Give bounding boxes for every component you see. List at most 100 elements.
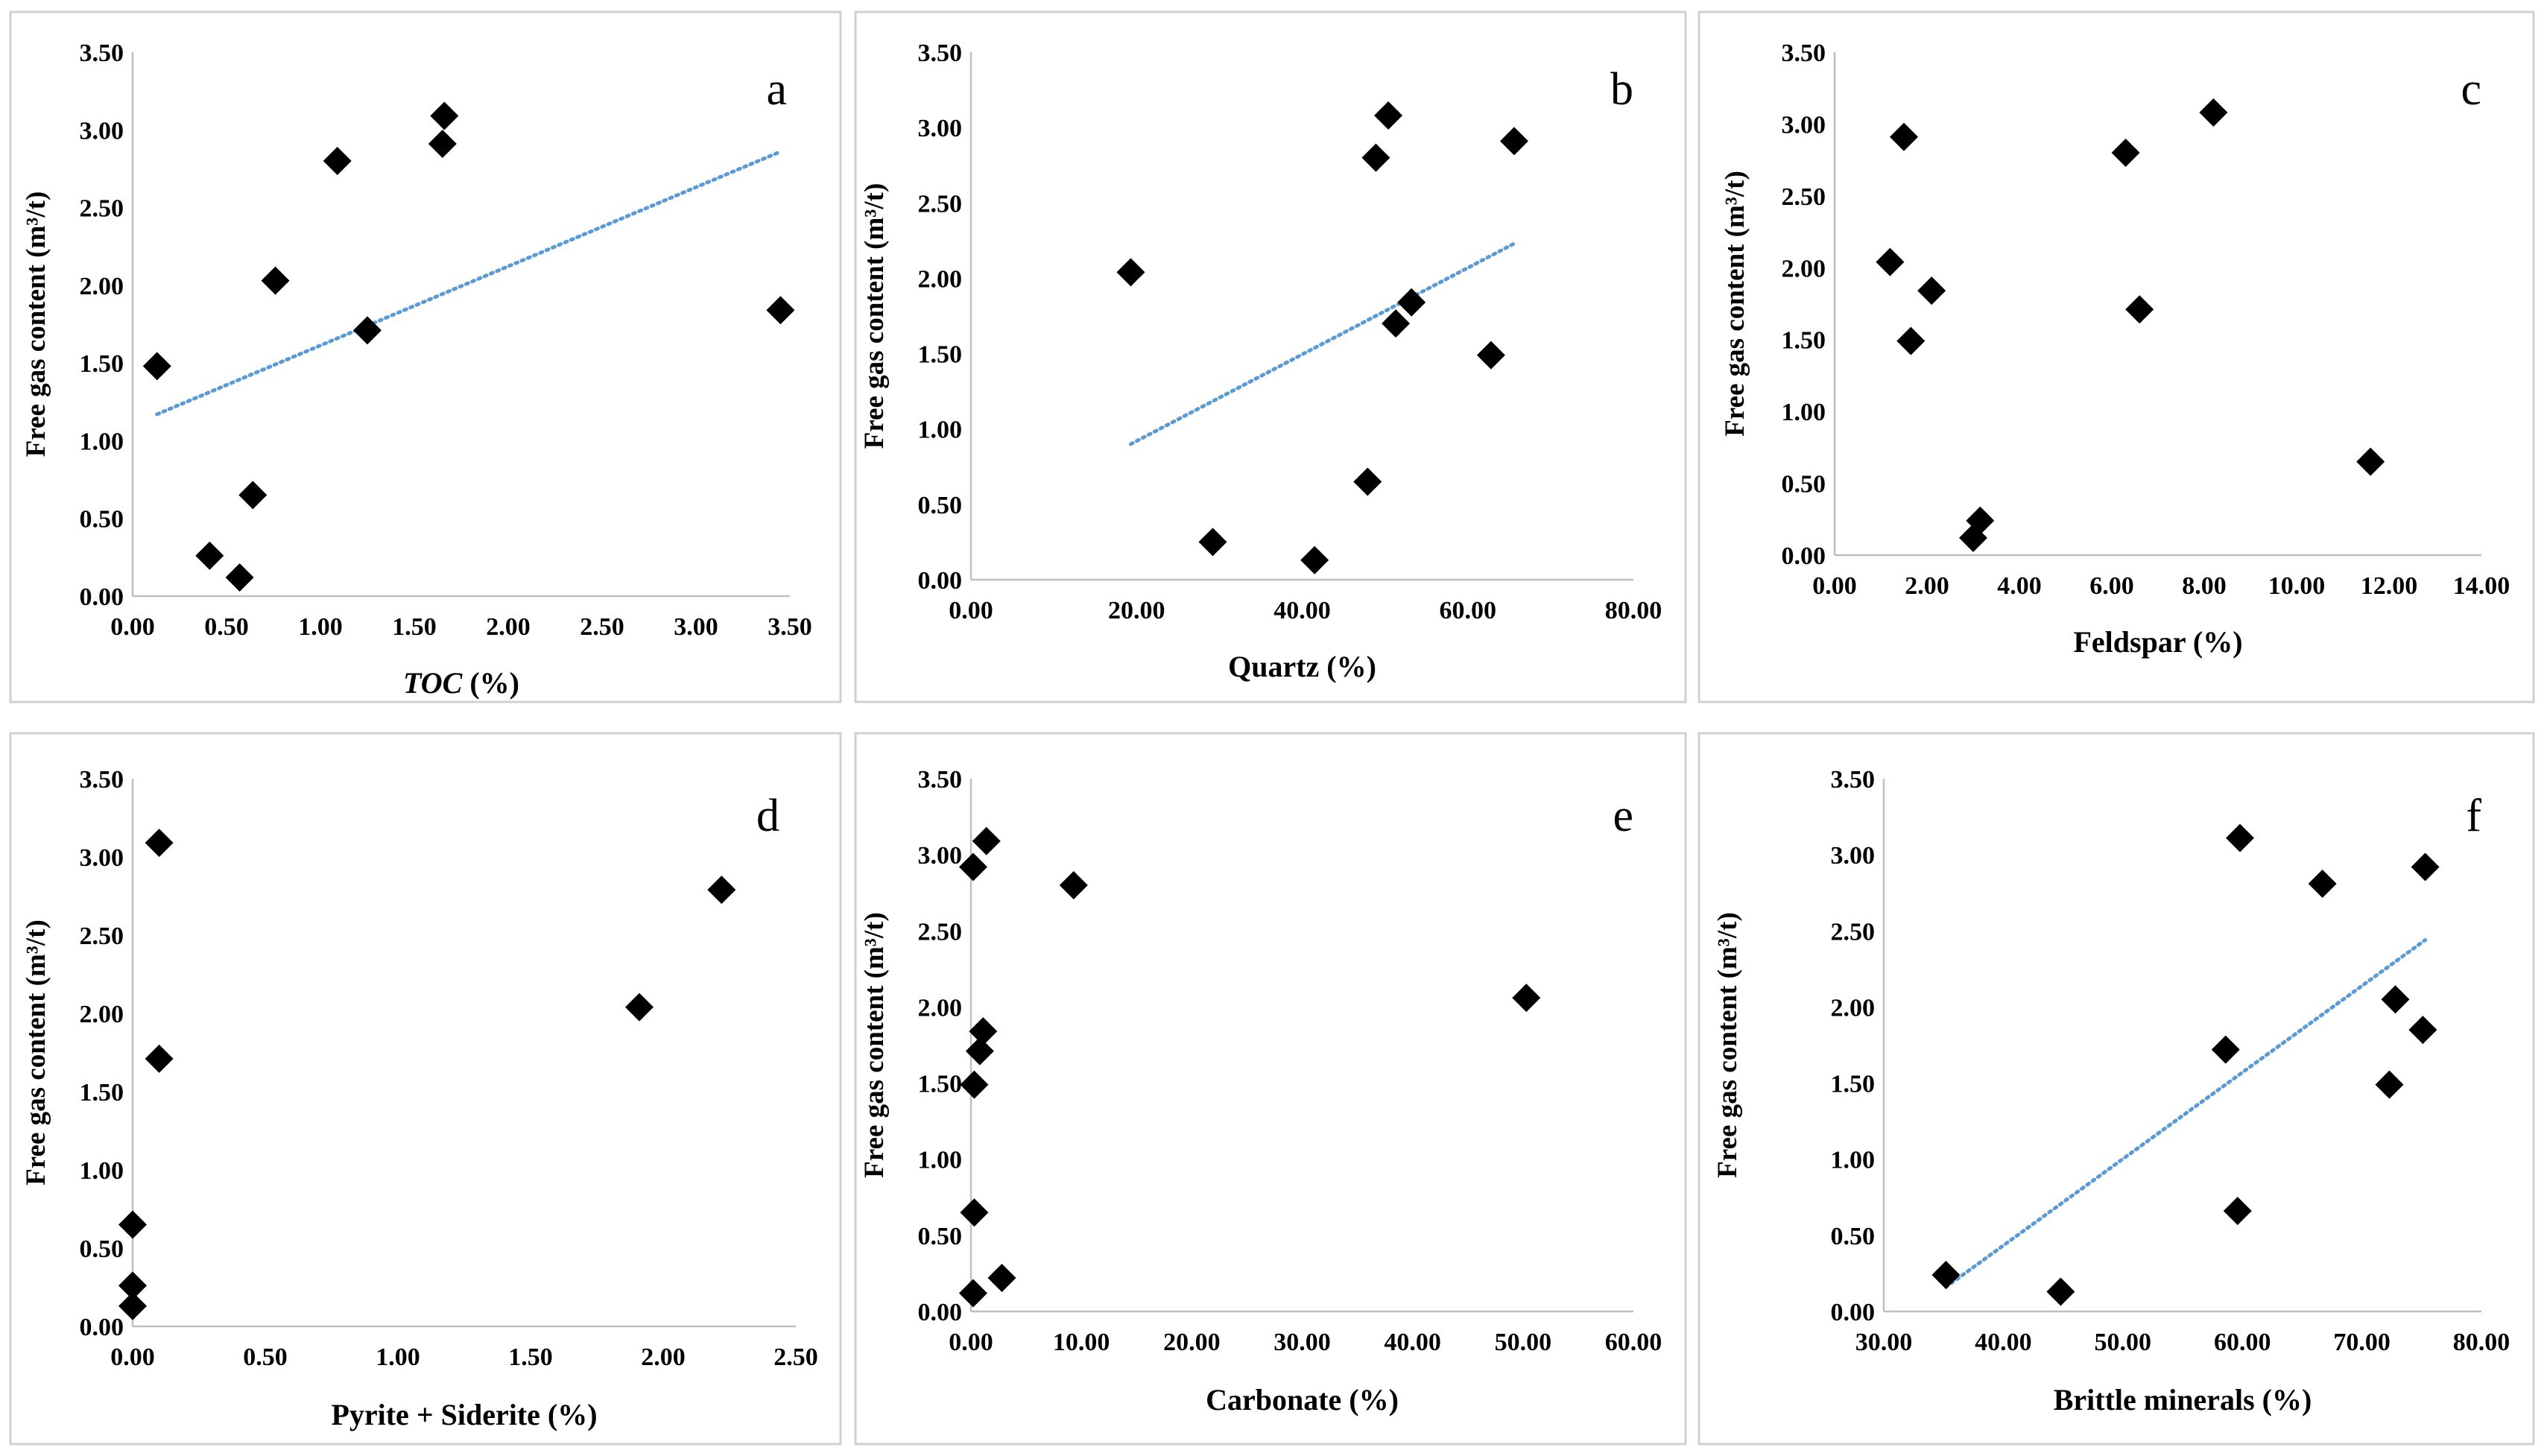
y-tick-label: 0.50 [1782, 471, 1826, 498]
x-tick-label: 60.00 [1440, 597, 1497, 624]
x-tick-label: 12.00 [2361, 572, 2418, 600]
data-point [1300, 545, 1329, 575]
y-tick-label: 3.50 [80, 39, 124, 67]
data-point [1512, 984, 1541, 1013]
x-tick-label: 20.00 [1163, 1329, 1221, 1356]
x-tick-label: 40.00 [1384, 1329, 1441, 1356]
y-tick-label: 3.50 [918, 39, 963, 67]
x-tick-label: 2.50 [580, 613, 624, 641]
x-tick-label: 3.00 [674, 613, 718, 641]
y-tick-label: 0.50 [80, 506, 124, 534]
x-tick-label: 0.50 [204, 613, 249, 641]
data-point [142, 352, 171, 381]
y-tick-label: 0.50 [1831, 1223, 1876, 1250]
x-tick-label: 3.50 [768, 613, 812, 641]
x-tick-label: 8.00 [2182, 572, 2227, 600]
x-tick-label: 20.00 [1108, 597, 1165, 624]
data-point [323, 147, 352, 175]
x-tick-label: 0.00 [949, 1329, 993, 1356]
y-tick-label: 1.50 [80, 1079, 124, 1107]
y-tick-label: 1.50 [918, 1071, 963, 1098]
y-tick-label: 1.00 [80, 1157, 124, 1185]
y-tick-label: 2.00 [918, 994, 963, 1022]
x-tick-label: 40.00 [1975, 1329, 2032, 1356]
chart-panel-d: 0.00 0.50 1.00 1.50 2.00 2.50 3.00 3.50 0.00 0.50… [9, 732, 842, 1446]
y-tick-label: 1.00 [918, 417, 963, 444]
y-tick-label: 1.00 [80, 428, 124, 455]
x-tick-label: 0.50 [243, 1343, 288, 1371]
y-axis-label: Free gas content (m³/t) [21, 192, 51, 458]
x-axis-label: Feldspar (%) [2073, 625, 2242, 659]
data-point [958, 852, 987, 881]
y-tick-label: 3.00 [80, 844, 124, 872]
data-point [1198, 528, 1227, 557]
data-point [766, 296, 795, 325]
panel-border [9, 732, 842, 1446]
y-axis-label: Free gas content (m³/t) [859, 912, 890, 1178]
y-tick-label: 3.50 [918, 766, 963, 794]
y-tick-label: 2.00 [918, 265, 963, 293]
x-tick-label: 40.00 [1273, 597, 1331, 624]
data-point [353, 316, 382, 345]
x-tick-label: 6.00 [2089, 572, 2134, 600]
x-tick-label: 0.00 [1812, 572, 1857, 600]
data-point [1917, 276, 1946, 306]
data-point [1397, 288, 1426, 317]
chart-panel-b: 0.00 0.50 1.00 1.50 2.00 2.50 3.00 3.50 0.00 20.0… [854, 10, 1687, 703]
data-point [430, 101, 459, 130]
data-point [1931, 1260, 1961, 1289]
x-axis-label: Brittle minerals (%) [2054, 1383, 2312, 1417]
y-tick-label: 0.00 [1782, 542, 1826, 570]
x-tick-label: 80.00 [2453, 1329, 2510, 1356]
y-tick-label: 1.50 [80, 350, 124, 378]
y-tick-label: 1.50 [918, 341, 963, 369]
y-tick-label: 3.00 [80, 117, 124, 145]
x-tick-label: 0.00 [949, 597, 993, 624]
x-axis-label: Carbonate (%) [1206, 1383, 1399, 1417]
x-tick-label: 14.00 [2453, 572, 2510, 600]
x-tick-label: 1.50 [392, 613, 437, 641]
data-point [958, 1279, 987, 1308]
y-tick-label: 0.00 [80, 583, 124, 611]
x-axis-label: Pyrite + Siderite (%) [331, 1398, 597, 1431]
data-point [1966, 506, 1995, 535]
trendline [1943, 938, 2428, 1289]
y-tick-label: 1.50 [1782, 327, 1826, 355]
trendline [1128, 241, 1516, 446]
x-tick-label: 10.00 [1053, 1329, 1110, 1356]
data-point [2411, 852, 2440, 881]
data-point [624, 993, 654, 1022]
x-tick-label: 0.00 [110, 1343, 155, 1371]
x-tick-label: 1.00 [376, 1343, 420, 1371]
data-point [145, 829, 174, 858]
y-tick-label: 3.50 [1782, 39, 1826, 67]
x-axis-label: Quartz (%) [1228, 650, 1376, 683]
panel-letter: b [1610, 64, 1633, 115]
data-point [1876, 247, 1905, 276]
panel-letter: a [766, 64, 787, 115]
y-tick-label: 2.00 [1831, 994, 1876, 1022]
y-tick-label: 0.00 [918, 1299, 963, 1326]
panel-letter: c [2461, 64, 2481, 115]
data-point [261, 266, 290, 295]
x-tick-label: 60.00 [1605, 1329, 1662, 1356]
data-point [225, 563, 254, 592]
data-point [2223, 1197, 2252, 1226]
y-tick-label: 3.50 [80, 766, 124, 794]
y-tick-label: 0.50 [80, 1235, 124, 1263]
x-tick-label: 30.00 [1855, 1329, 1913, 1356]
x-tick-label: 2.50 [773, 1343, 818, 1371]
x-tick-label: 80.00 [1605, 597, 1662, 624]
y-tick-label: 2.50 [80, 195, 124, 223]
x-tick-label: 1.00 [298, 613, 343, 641]
data-point [1896, 326, 1926, 355]
x-tick-label: 2.00 [486, 613, 531, 641]
data-point [960, 1198, 989, 1227]
data-point [2225, 823, 2254, 852]
y-tick-label: 2.50 [1782, 183, 1826, 211]
panel-border [854, 732, 1687, 1446]
data-point [1476, 341, 1505, 370]
y-tick-label: 2.50 [1831, 918, 1876, 946]
data-point [118, 1291, 147, 1320]
data-point [1353, 467, 1382, 496]
